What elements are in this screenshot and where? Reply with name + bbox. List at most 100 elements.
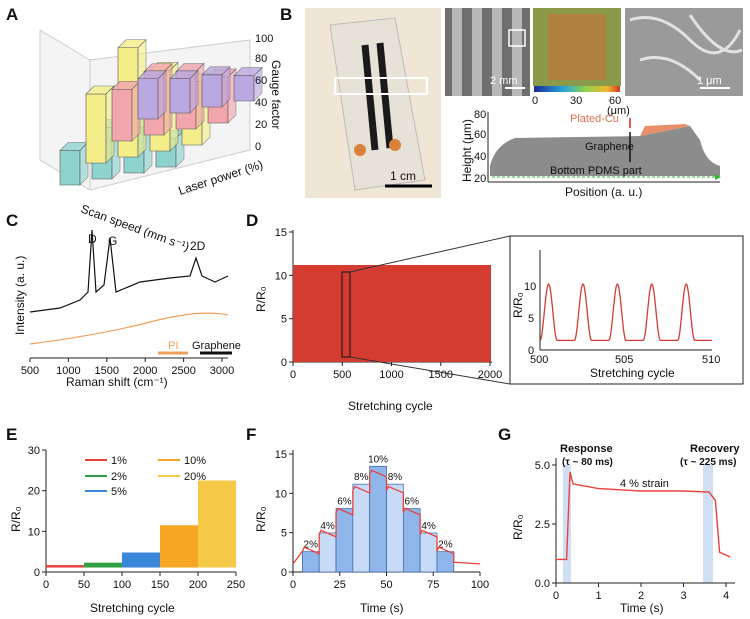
e-segment-10% bbox=[160, 525, 198, 568]
f-step-label: 4% bbox=[320, 521, 335, 532]
f-response-line bbox=[292, 469, 481, 565]
a-bar bbox=[137, 78, 159, 120]
x-tick-label: 3000 bbox=[210, 365, 234, 377]
b-ytick: 60 bbox=[474, 129, 486, 141]
f-step-label: 6% bbox=[405, 497, 420, 508]
a-ztick: 100 bbox=[255, 33, 273, 45]
colorbar bbox=[534, 86, 620, 92]
f-step-label: 2% bbox=[438, 540, 453, 551]
e-segment-1% bbox=[46, 565, 84, 568]
g-response-window bbox=[563, 465, 571, 583]
panel-e-ylabel: R/R₀ bbox=[9, 506, 23, 532]
scale-2mm: 2 mm bbox=[490, 75, 518, 87]
y-tick-label: 0 bbox=[34, 567, 40, 579]
panel-a-xlabel: Scan speed (mm s⁻¹) bbox=[79, 202, 191, 254]
x-tick-label: 75 bbox=[427, 579, 439, 591]
e-segment-5% bbox=[122, 552, 160, 568]
raman-pi-line bbox=[29, 312, 229, 345]
cbar-tick: 30 bbox=[570, 95, 582, 107]
a-bar bbox=[85, 93, 107, 164]
f-step-bar bbox=[436, 551, 455, 573]
panel-g-xlabel: Time (s) bbox=[620, 601, 664, 615]
x-tick-label: 1000 bbox=[379, 369, 403, 381]
scale-1um: 1 μm bbox=[697, 75, 722, 87]
f-step-label: 10% bbox=[368, 454, 388, 465]
f-step-bar bbox=[386, 483, 404, 573]
x-tick-label: 2 bbox=[638, 590, 644, 602]
b-profile-xlabel: Position (a. u.) bbox=[565, 185, 642, 199]
cbar-tick: 0 bbox=[532, 95, 538, 107]
d-inset-xlabel: Stretching cycle bbox=[590, 366, 675, 380]
x-tick-label: 1500 bbox=[429, 369, 453, 381]
a-bar bbox=[233, 75, 255, 102]
g-recovery-label: Recovery bbox=[690, 443, 740, 455]
x-tick-label: 50 bbox=[380, 579, 392, 591]
x-tick-label: 2000 bbox=[133, 365, 157, 377]
f-step-bar bbox=[302, 551, 320, 573]
x-tick-label: 200 bbox=[189, 579, 207, 591]
x-tick-label: 500 bbox=[21, 365, 39, 377]
peak-g: G bbox=[108, 234, 117, 248]
e-legend-label: 20% bbox=[184, 471, 206, 483]
e-legend-label: 1% bbox=[111, 455, 127, 467]
b-ytick: 80 bbox=[474, 109, 486, 121]
a-ztick: 0 bbox=[255, 141, 261, 153]
f-step-bar bbox=[369, 465, 387, 573]
y-tick-label: 0.0 bbox=[535, 578, 550, 590]
y-tick-label: 0 bbox=[281, 357, 287, 369]
sem-stripes bbox=[452, 8, 526, 96]
f-step-label: 8% bbox=[388, 472, 403, 483]
y-tick-label: 10 bbox=[275, 488, 287, 500]
pdms-label: Bottom PDMS part bbox=[550, 165, 642, 177]
x-tick-label: 500 bbox=[333, 369, 351, 381]
y-tick-label: 10 bbox=[275, 270, 287, 282]
panel-a-3d-chart bbox=[39, 29, 263, 191]
g-response-line bbox=[556, 471, 731, 561]
peak-2d: 2D bbox=[190, 239, 206, 253]
x-tick-label: 0 bbox=[290, 369, 296, 381]
panel-c-ylabel: Intensity (a. u.) bbox=[13, 256, 27, 335]
y-tick-label: 30 bbox=[28, 445, 40, 457]
panel-d-xlabel: Stretching cycle bbox=[348, 399, 433, 413]
cbar-unit: (μm) bbox=[607, 105, 630, 117]
device-photo bbox=[305, 8, 441, 198]
f-step-bar bbox=[419, 532, 438, 573]
f-step-label: 2% bbox=[304, 540, 319, 551]
y-tick-label: 5 bbox=[281, 314, 287, 326]
a-bar bbox=[201, 74, 223, 108]
d-cycle-fill bbox=[293, 265, 491, 362]
graphene-label: Graphene bbox=[585, 141, 634, 153]
e-legend-label: 10% bbox=[184, 455, 206, 467]
panel-c-label: C bbox=[6, 211, 18, 230]
d-inset-ytick: 10 bbox=[524, 281, 536, 293]
x-tick-label: 100 bbox=[471, 579, 489, 591]
a-bar bbox=[111, 88, 133, 142]
x-tick-label: 25 bbox=[334, 579, 346, 591]
x-tick-label: 1000 bbox=[56, 365, 80, 377]
f-step-bar bbox=[318, 532, 337, 573]
g-response-label: Response bbox=[560, 443, 613, 455]
a-ztick: 40 bbox=[255, 97, 267, 109]
d-inset-xtick: 500 bbox=[530, 354, 548, 366]
b-ytick: 40 bbox=[474, 151, 486, 163]
x-tick-label: 0 bbox=[290, 579, 296, 591]
x-tick-label: 250 bbox=[227, 579, 245, 591]
g-recovery-window bbox=[703, 465, 713, 583]
x-tick-label: 50 bbox=[78, 579, 90, 591]
a-ztick: 60 bbox=[255, 75, 267, 87]
x-tick-label: 0 bbox=[43, 579, 49, 591]
peak-d: D bbox=[88, 232, 97, 246]
height-profile-chart bbox=[487, 112, 721, 183]
f-step-bar bbox=[335, 508, 354, 573]
a-ztick: 80 bbox=[255, 53, 267, 65]
panel-c-xlabel: Raman shift (cm⁻¹) bbox=[66, 375, 168, 389]
a-bar-side bbox=[157, 70, 167, 120]
y-tick-label: 5 bbox=[281, 528, 287, 540]
legend-graphene-label: Graphene bbox=[192, 340, 241, 352]
panel-f-xlabel: Time (s) bbox=[360, 601, 404, 615]
scale-1cm: 1 cm bbox=[390, 169, 416, 183]
x-tick-label: 2000 bbox=[478, 369, 502, 381]
panel-d-ylabel: R/R₀ bbox=[254, 286, 268, 312]
y-tick-label: 10 bbox=[28, 526, 40, 538]
e-legend-label: 5% bbox=[111, 486, 127, 498]
